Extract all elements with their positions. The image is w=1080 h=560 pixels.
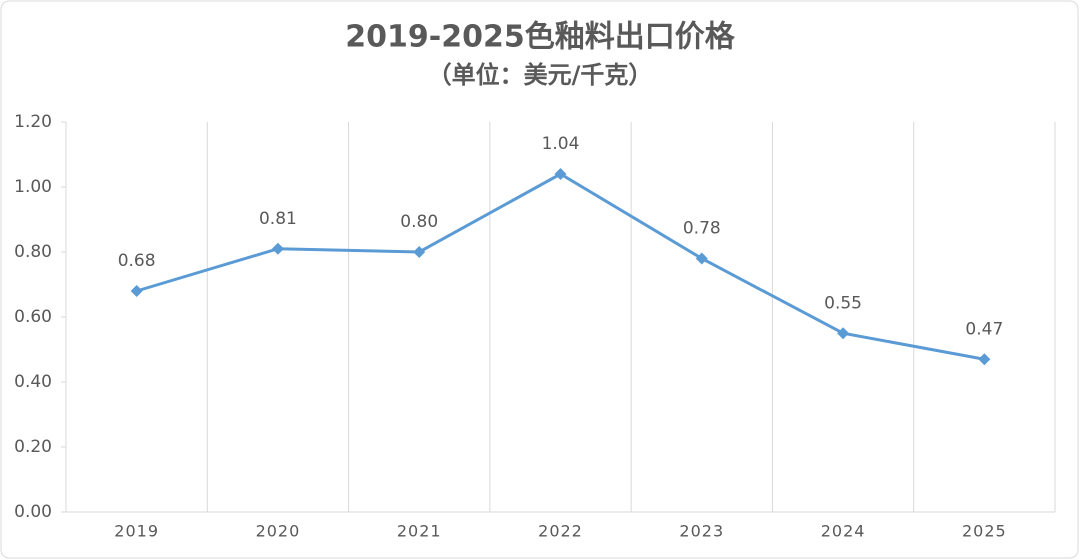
data-label: 0.47	[965, 319, 1003, 339]
point-marker	[413, 246, 426, 258]
y-tick-label: 0.80	[14, 242, 52, 262]
point-marker	[271, 242, 284, 255]
y-tick-label: 0.60	[14, 307, 52, 327]
x-tick-label: 2020	[256, 522, 301, 541]
y-tick-label: 0.40	[14, 372, 52, 392]
point-marker	[978, 353, 991, 366]
point-marker	[554, 168, 567, 180]
y-tick-label: 1.00	[14, 177, 52, 197]
y-tick-label: 0.00	[14, 502, 52, 522]
x-tick-label: 2024	[821, 522, 866, 541]
x-tick-label: 2023	[679, 522, 724, 541]
data-label: 0.78	[683, 219, 721, 239]
x-tick-label: 2022	[538, 522, 583, 541]
data-label: 0.80	[400, 212, 438, 232]
x-tick-label: 2025	[962, 522, 1007, 541]
data-label: 1.04	[542, 134, 580, 154]
x-tick-label: 2019	[114, 522, 159, 541]
y-tick-label: 1.20	[14, 112, 52, 132]
data-label: 0.55	[824, 293, 862, 313]
point-marker	[130, 285, 143, 297]
data-label: 0.68	[118, 251, 156, 271]
point-marker	[837, 327, 850, 340]
x-tick-label: 2021	[397, 522, 442, 541]
data-label: 0.81	[259, 209, 297, 229]
point-marker	[695, 252, 708, 265]
chart-title: 2019-2025色釉料出口价格	[345, 20, 735, 55]
chart-subtitle: （单位：美元/千克）	[428, 61, 653, 89]
y-tick-label: 0.20	[14, 437, 52, 457]
